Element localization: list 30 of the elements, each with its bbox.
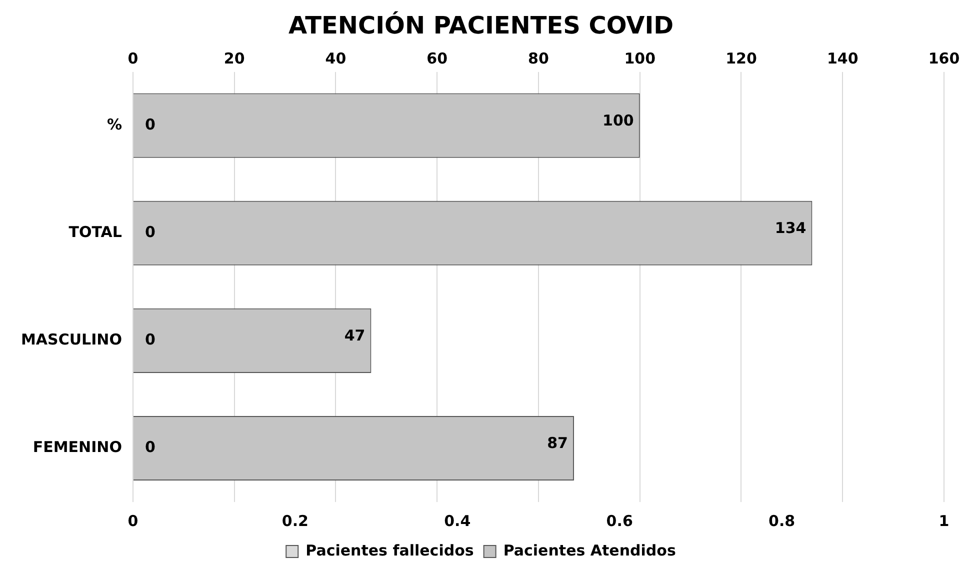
x2-tick-label: 0 — [128, 50, 138, 68]
x2-tick-label: 160 — [928, 50, 960, 68]
y-tick-label: FEMENINO — [32, 438, 122, 456]
legend-label: Pacientes Atendidos — [503, 541, 676, 560]
data-label: 0 — [144, 115, 156, 134]
data-label: 87 — [547, 434, 568, 452]
y-tick-label: MASCULINO — [20, 330, 122, 349]
x-tick-label: 0.8 — [768, 512, 796, 530]
x-tick-label: 1 — [938, 512, 950, 530]
x2-tick-label: 120 — [726, 50, 757, 68]
x2-tick-label: 40 — [325, 50, 346, 68]
data-label: 0 — [144, 438, 156, 456]
data-label: 47 — [344, 326, 366, 345]
x2-tick-label: 140 — [826, 50, 858, 68]
chart-title: ATENCIÓN PACIENTES COVID — [288, 10, 674, 40]
x2-tick-label: 20 — [224, 50, 245, 68]
data-label: 100 — [602, 111, 634, 130]
y-tick-label: TOTAL — [68, 223, 122, 242]
x-tick-label: 0.2 — [282, 512, 308, 530]
x2-tick-label: 80 — [528, 50, 549, 68]
data-label: 134 — [774, 219, 806, 238]
legend-label: Pacientes fallecidos — [306, 541, 474, 560]
y-tick-label: % — [106, 115, 122, 134]
x2-tick-label: 60 — [426, 50, 448, 68]
x2-tick-label: 100 — [624, 50, 656, 68]
x-tick-label: 0.4 — [444, 512, 471, 530]
data-label: 0 — [144, 330, 156, 349]
x-tick-label: 0.6 — [606, 512, 633, 530]
data-label: 0 — [144, 223, 156, 242]
x-tick-label: 0 — [128, 512, 138, 530]
